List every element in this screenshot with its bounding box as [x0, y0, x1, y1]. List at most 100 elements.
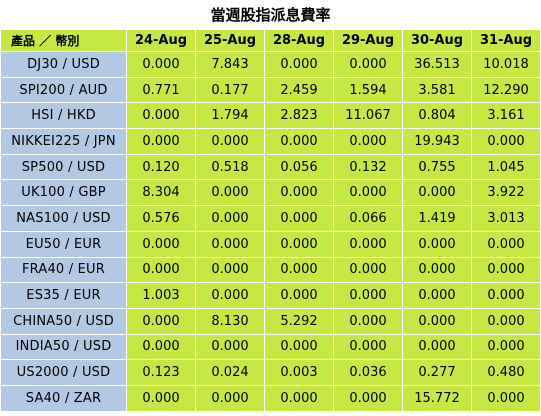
date-column-header: 25-Aug [195, 29, 265, 52]
rate-cell: 0.000 [333, 384, 403, 412]
rate-cell: 11.067 [333, 102, 403, 130]
rate-cell: 0.000 [471, 333, 541, 361]
date-column-header: 28-Aug [264, 29, 334, 52]
product-cell: SPI200 / AUD [0, 76, 127, 104]
table-row: NAS100 / USD 0.576 0.000 0.000 0.066 1.419 3.0… [0, 205, 541, 232]
rate-cell: 0.024 [195, 359, 265, 386]
rate-cell: 0.000 [402, 333, 472, 361]
rate-cell: 0.000 [195, 384, 265, 412]
rate-cell: 0.056 [264, 153, 334, 181]
rate-cell: 0.000 [264, 128, 334, 155]
page-title: 當週股指派息費率 [0, 0, 541, 29]
rate-cell: 0.000 [264, 51, 334, 78]
date-column-header: 29-Aug [333, 29, 403, 52]
rate-cell: 0.066 [333, 205, 403, 232]
rate-cell: 3.161 [471, 102, 541, 130]
product-column-header: 產品 ／ 幣別 [0, 29, 127, 52]
table-row: SP500 / USD 0.120 0.518 0.056 0.132 0.755 1.04… [0, 153, 541, 181]
rate-cell: 1.045 [471, 153, 541, 181]
rate-cell: 10.018 [471, 51, 541, 78]
rate-cell: 0.000 [195, 179, 265, 207]
table-row: US2000 / USD 0.123 0.024 0.003 0.036 0.277 0.4… [0, 359, 541, 386]
table-row: UK100 / GBP 8.304 0.000 0.000 0.000 0.000 3.92… [0, 179, 541, 207]
rate-cell: 12.290 [471, 76, 541, 104]
product-cell: SA40 / ZAR [0, 384, 127, 412]
table-header-row: 產品 ／ 幣別 24-Aug 25-Aug 28-Aug 29-Aug 30-A… [0, 29, 541, 52]
rate-cell: 19.943 [402, 128, 472, 155]
rate-cell: 0.177 [195, 76, 265, 104]
rate-cell: 0.000 [195, 128, 265, 155]
rate-cell: 3.922 [471, 179, 541, 207]
rate-cell: 0.576 [126, 205, 196, 232]
date-column-header: 30-Aug [402, 29, 472, 52]
rate-cell: 0.003 [264, 359, 334, 386]
rate-cell: 1.794 [195, 102, 265, 130]
rate-cell: 0.000 [264, 205, 334, 232]
rate-cell: 0.000 [126, 230, 196, 258]
rate-cell: 15.772 [402, 384, 472, 412]
rate-cell: 0.000 [333, 51, 403, 78]
rate-cell: 1.003 [126, 282, 196, 309]
rate-cell: 0.000 [333, 333, 403, 361]
product-cell: US2000 / USD [0, 359, 127, 386]
rate-cell: 0.000 [264, 384, 334, 412]
rate-cell: 0.000 [471, 230, 541, 258]
table-row: NIKKEI225 / JPN 0.000 0.000 0.000 0.000 19.94… [0, 128, 541, 155]
product-cell: HSI / HKD [0, 102, 127, 130]
rate-cell: 0.000 [333, 282, 403, 309]
rate-cell: 0.000 [264, 282, 334, 309]
rate-cell: 3.013 [471, 205, 541, 232]
rate-cell: 0.755 [402, 153, 472, 181]
rate-cell: 0.000 [126, 333, 196, 361]
rate-cell: 0.000 [471, 128, 541, 155]
rate-cell: 1.419 [402, 205, 472, 232]
table-row: HSI / HKD 0.000 1.794 2.823 11.067 0.804 3.161 [0, 102, 541, 130]
rate-cell: 0.000 [333, 307, 403, 335]
product-cell: ES35 / EUR [0, 282, 127, 309]
table-row: ES35 / EUR 1.003 0.000 0.000 0.000 0.000 0.000 [0, 282, 541, 309]
rate-cell: 0.000 [126, 256, 196, 284]
rate-cell: 7.843 [195, 51, 265, 78]
rate-cell: 0.000 [264, 333, 334, 361]
date-column-header: 31-Aug [471, 29, 541, 52]
rate-cell: 0.480 [471, 359, 541, 386]
rate-cell: 0.518 [195, 153, 265, 181]
rate-cell: 0.000 [402, 256, 472, 284]
rate-cell: 0.000 [126, 307, 196, 335]
rate-cell: 0.123 [126, 359, 196, 386]
rate-cell: 0.120 [126, 153, 196, 181]
table-row: DJ30 / USD 0.000 7.843 0.000 0.000 36.513 10.0… [0, 51, 541, 78]
rate-cell: 0.000 [402, 179, 472, 207]
product-cell: EU50 / EUR [0, 230, 127, 258]
rate-cell: 2.459 [264, 76, 334, 104]
product-cell: DJ30 / USD [0, 51, 127, 78]
product-cell: NAS100 / USD [0, 205, 127, 232]
dividend-rates-table: 產品 ／ 幣別 24-Aug 25-Aug 28-Aug 29-Aug 30-A… [0, 29, 541, 412]
rate-cell: 2.823 [264, 102, 334, 130]
rate-cell: 3.581 [402, 76, 472, 104]
table-row: EU50 / EUR 0.000 0.000 0.000 0.000 0.000 0.000 [0, 230, 541, 258]
rate-cell: 0.000 [471, 256, 541, 284]
rate-cell: 0.771 [126, 76, 196, 104]
product-cell: FRA40 / EUR [0, 256, 127, 284]
table-row: SA40 / ZAR 0.000 0.000 0.000 0.000 15.772 0.00… [0, 384, 541, 412]
product-cell: CHINA50 / USD [0, 307, 127, 335]
rate-cell: 0.000 [333, 230, 403, 258]
table-row: INDIA50 / USD 0.000 0.000 0.000 0.000 0.000 0.… [0, 333, 541, 361]
rate-cell: 0.000 [402, 230, 472, 258]
rate-cell: 5.292 [264, 307, 334, 335]
product-cell: INDIA50 / USD [0, 333, 127, 361]
product-cell: UK100 / GBP [0, 179, 127, 207]
table-row: FRA40 / EUR 0.000 0.000 0.000 0.000 0.000 0.00… [0, 256, 541, 284]
rate-cell: 0.000 [471, 307, 541, 335]
rate-cell: 0.000 [402, 307, 472, 335]
table-body: DJ30 / USD 0.000 7.843 0.000 0.000 36.513 10.0… [0, 51, 541, 412]
rate-cell: 0.000 [195, 256, 265, 284]
rate-cell: 0.000 [402, 282, 472, 309]
rate-cell: 0.000 [333, 179, 403, 207]
rate-cell: 8.130 [195, 307, 265, 335]
rate-cell: 0.000 [471, 282, 541, 309]
rate-cell: 0.000 [195, 282, 265, 309]
rate-cell: 0.000 [126, 128, 196, 155]
